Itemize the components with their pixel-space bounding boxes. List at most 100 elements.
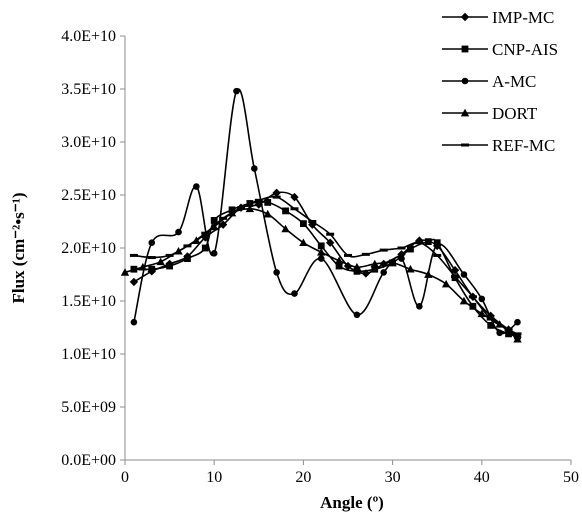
data-point-imp-mc — [325, 238, 335, 247]
data-point-imp-mc — [290, 192, 299, 202]
data-point-ref-mc — [361, 252, 370, 256]
data-point-dort — [299, 238, 308, 247]
legend-item-a-mc: A-MC — [442, 72, 536, 91]
legend-marker-dort — [460, 108, 470, 117]
data-point-imp-mc — [272, 188, 281, 198]
data-point-ref-mc — [513, 332, 522, 336]
data-point-ref-mc — [504, 328, 513, 332]
x-tick-label: 0 — [121, 469, 129, 486]
data-point-cnp-ais — [282, 207, 289, 215]
data-point-dort — [424, 270, 433, 278]
data-point-dort — [245, 204, 255, 213]
data-point-ref-mc — [451, 275, 460, 279]
data-point-ref-mc — [219, 216, 228, 220]
series-a-mc — [130, 87, 521, 337]
data-point-a-mc — [416, 303, 423, 310]
data-point-cnp-ais — [166, 262, 173, 270]
data-point-imp-mc — [129, 277, 139, 287]
data-point-dort — [120, 268, 130, 276]
x-tick-label: 20 — [295, 469, 311, 486]
y-tick-label: 3.5E+10 — [61, 81, 116, 98]
data-point-ref-mc — [165, 253, 174, 257]
data-point-a-mc — [251, 165, 258, 172]
data-point-cnp-ais — [407, 245, 414, 253]
data-point-a-mc — [175, 228, 182, 236]
x-tick-label: 50 — [563, 469, 579, 486]
data-point-ref-mc — [379, 248, 388, 252]
legend-label-dort: DORT — [492, 104, 538, 123]
y-tick-label: 4.0E+10 — [61, 28, 116, 45]
data-point-a-mc — [514, 318, 521, 326]
data-point-ref-mc — [344, 253, 352, 257]
data-point-a-mc — [193, 183, 200, 190]
data-point-a-mc — [317, 255, 325, 262]
data-point-cnp-ais — [353, 267, 361, 275]
data-point-dort — [406, 265, 415, 273]
data-point-cnp-ais — [335, 262, 343, 270]
series-ref-mc — [129, 195, 522, 336]
legend-label-a-mc: A-MC — [492, 72, 536, 91]
data-point-a-mc — [433, 241, 441, 249]
legend-label-imp-mc: IMP-MC — [492, 8, 554, 27]
data-point-a-mc — [353, 311, 361, 319]
data-point-ref-mc — [129, 253, 138, 257]
y-tick-label: 3.0E+10 — [61, 134, 116, 151]
data-point-ref-mc — [486, 317, 495, 321]
series-line-ref-mc — [133, 195, 518, 335]
data-point-ref-mc — [254, 198, 263, 202]
data-point-a-mc — [210, 250, 218, 257]
x-tick-label: 40 — [474, 469, 490, 486]
data-point-dort — [156, 257, 165, 266]
data-point-cnp-ais — [184, 255, 191, 262]
data-point-a-mc — [130, 318, 138, 326]
legend-item-imp-mc: IMP-MC — [442, 8, 554, 27]
data-point-a-mc — [273, 269, 280, 276]
legend-item-dort: DORT — [442, 104, 538, 123]
data-point-ref-mc — [183, 244, 192, 248]
y-axis-title: Flux (cm⁻²•s⁻¹) — [9, 192, 28, 303]
data-point-ref-mc — [308, 220, 317, 223]
legend: IMP-MC CNP-AIS A-MC DORT REF-MC — [442, 8, 558, 155]
data-point-dort — [263, 209, 272, 218]
data-point-cnp-ais — [201, 244, 209, 252]
data-point-ref-mc — [290, 207, 299, 211]
y-tick-label: 5.0E+09 — [61, 399, 116, 416]
data-point-ref-mc — [397, 246, 406, 250]
data-point-dort — [370, 259, 379, 268]
data-point-ref-mc — [415, 241, 424, 245]
legend-label-cnp-ais: CNP-AIS — [492, 40, 558, 59]
data-point-cnp-ais — [264, 199, 272, 206]
data-point-dort — [388, 258, 397, 267]
data-point-cnp-ais — [210, 217, 218, 224]
data-point-ref-mc — [468, 295, 477, 299]
data-point-dort — [477, 309, 486, 318]
data-point-cnp-ais — [487, 321, 495, 329]
data-point-dort — [513, 334, 522, 343]
series-line-imp-mc — [133, 191, 519, 338]
legend-item-cnp-ais: CNP-AIS — [442, 40, 558, 59]
data-point-cnp-ais — [148, 265, 156, 273]
data-point-cnp-ais — [300, 220, 307, 228]
data-point-ref-mc — [326, 232, 335, 236]
legend-marker-cnp-ais — [461, 45, 469, 53]
data-point-ref-mc — [272, 195, 281, 199]
y-tick-label: 1.5E+10 — [61, 293, 116, 310]
data-point-ref-mc — [147, 256, 156, 260]
series-line-dort — [124, 207, 519, 340]
data-point-cnp-ais — [317, 242, 325, 250]
data-point-cnp-ais — [424, 238, 432, 246]
y-tick-label: 2.0E+10 — [61, 240, 116, 257]
x-tick-label: 10 — [206, 469, 222, 486]
data-point-dort — [317, 248, 326, 256]
legend-marker-imp-mc — [460, 12, 470, 22]
legend-marker-ref-mc — [461, 143, 469, 147]
data-point-a-mc — [291, 290, 298, 297]
data-point-a-mc — [380, 269, 387, 276]
data-point-a-mc — [478, 295, 486, 303]
data-point-ref-mc — [201, 231, 210, 235]
legend-marker-a-mc — [461, 77, 469, 85]
data-point-cnp-ais — [371, 265, 379, 273]
data-point-a-mc — [148, 239, 156, 246]
data-point-dort — [352, 262, 362, 271]
